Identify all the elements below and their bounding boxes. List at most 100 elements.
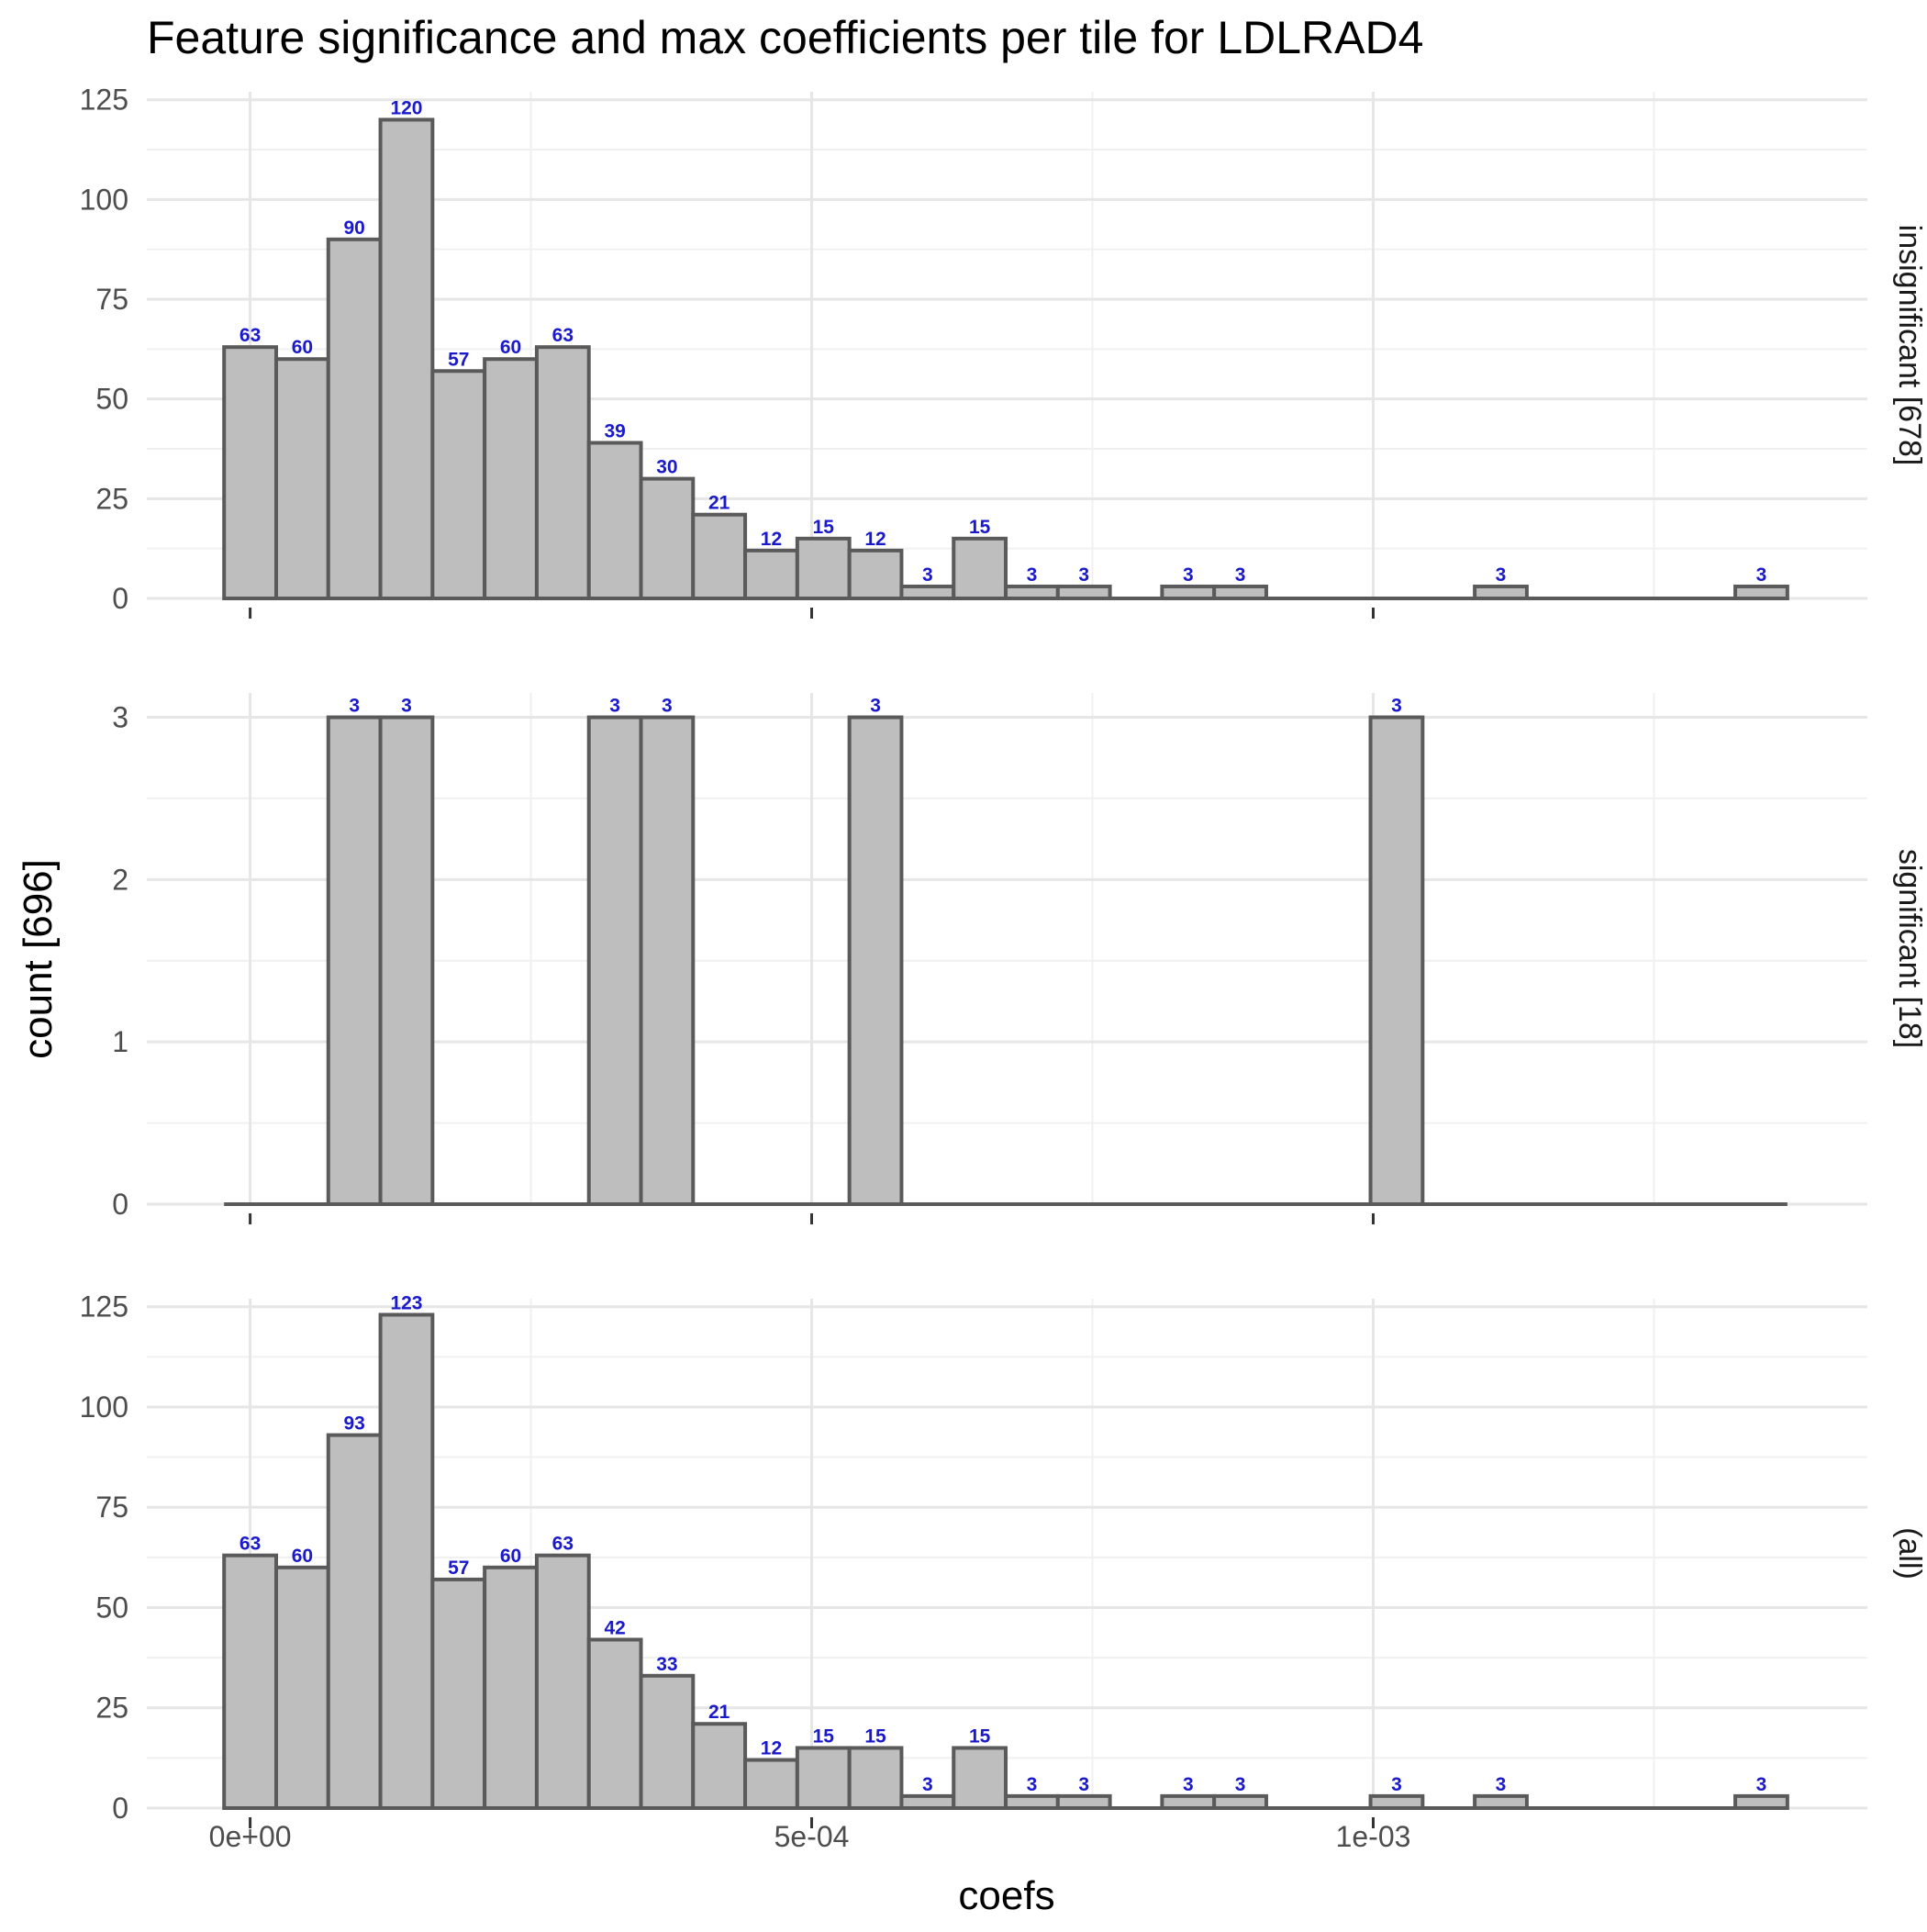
- histogram-bar: [273, 1565, 330, 1810]
- bar-count-label: 3: [870, 696, 881, 717]
- histogram-bar: [326, 1433, 383, 1810]
- bar-count-label: 3: [1756, 1774, 1767, 1795]
- bar-count-label: 63: [239, 325, 261, 346]
- histogram-bar: [1473, 584, 1529, 601]
- histogram-bar: [847, 715, 904, 1206]
- histogram-bar: [1733, 1793, 1789, 1811]
- bar-count-label: 57: [448, 349, 469, 370]
- histogram-bar: [1055, 1793, 1112, 1811]
- bar-count-label: 3: [922, 564, 933, 586]
- histogram-bar: [586, 1637, 643, 1810]
- bar-count-label: 3: [1235, 1774, 1246, 1795]
- bar-count-label: 3: [662, 696, 673, 717]
- histogram-bar: [847, 1746, 904, 1811]
- bar-count-label: 120: [390, 97, 422, 118]
- histogram-bar: [743, 1758, 799, 1811]
- bar-count-label: 3: [1756, 564, 1767, 586]
- bar-count-label: 39: [604, 420, 625, 441]
- histogram-bar: [586, 441, 643, 600]
- histogram-bar: [899, 1793, 956, 1811]
- y-tick-label: 100: [80, 1390, 128, 1424]
- bar-count-label: 15: [864, 1725, 886, 1747]
- y-axis-label: count [696]: [16, 859, 61, 1059]
- histogram-bar: [326, 715, 383, 1206]
- bar-count-label: 21: [708, 1702, 730, 1723]
- bar-count-label: 15: [969, 1725, 991, 1747]
- y-tick-label: 2: [112, 863, 128, 896]
- bar-count-label: 15: [969, 517, 991, 538]
- histogram-bar: [795, 1746, 852, 1811]
- histogram-bar: [795, 536, 852, 601]
- histogram-bar: [534, 345, 591, 600]
- bar-count-label: 3: [1391, 696, 1402, 717]
- histogram-bar: [1160, 1793, 1217, 1811]
- facets-layer: 0255075100125636090120576063393021121512…: [80, 84, 1927, 1853]
- bar-count-label: 60: [500, 1546, 521, 1567]
- bar-count-label: 93: [343, 1413, 364, 1435]
- histogram-bar: [378, 1312, 435, 1811]
- histogram-bar: [1212, 1793, 1268, 1811]
- histogram-bar: [483, 357, 539, 600]
- bar-count-label: 60: [292, 337, 313, 358]
- x-tick-label: 0e+00: [209, 1820, 292, 1853]
- histogram-bar: [1004, 1793, 1060, 1811]
- histogram-bar: [378, 715, 435, 1206]
- histogram-bar: [639, 1673, 696, 1810]
- histogram-bar: [639, 715, 696, 1206]
- facet-panel: 0 1 2 3 3 3 3 3 3 3 significant [18]: [112, 693, 1927, 1224]
- bar-count-label: 15: [813, 1725, 835, 1747]
- bar-count-label: 63: [239, 1534, 261, 1555]
- bar-count-label: 3: [609, 696, 620, 717]
- y-tick-label: 125: [80, 84, 128, 117]
- histogram-bar: [691, 1722, 748, 1811]
- x-tick-label: 1e-03: [1336, 1820, 1411, 1853]
- facet-strip-label: (all): [1892, 1527, 1927, 1580]
- histogram-bar: [899, 584, 956, 601]
- histogram-bar: [952, 1746, 1008, 1811]
- histogram-bar: [847, 548, 904, 601]
- bar-count-label: 30: [656, 457, 677, 478]
- y-tick-label: 75: [95, 283, 128, 316]
- y-tick-label: 75: [95, 1491, 128, 1524]
- histogram-bar: [430, 1577, 487, 1810]
- histogram-bar: [326, 237, 383, 600]
- bar-count-label: 3: [1027, 1774, 1038, 1795]
- y-tick-label: 25: [95, 1692, 128, 1725]
- bar-count-label: 12: [761, 529, 782, 550]
- y-tick-label: 50: [95, 1591, 128, 1624]
- y-tick-label: 0: [112, 1188, 128, 1221]
- bar-count-label: 3: [1391, 1774, 1402, 1795]
- facet-strip-label: significant [18]: [1892, 849, 1927, 1048]
- bar-count-label: 63: [552, 1534, 574, 1555]
- histogram-bar: [483, 1565, 539, 1810]
- bar-count-label: 21: [708, 493, 730, 514]
- y-tick-label: 3: [112, 701, 128, 734]
- bar-count-label: 57: [448, 1558, 469, 1579]
- y-tick-label: 125: [80, 1290, 128, 1323]
- histogram-bar: [273, 357, 330, 600]
- histogram-bar: [952, 536, 1008, 601]
- facet-strip-label: insignificant [678]: [1892, 225, 1927, 466]
- histogram-bar: [1004, 584, 1060, 601]
- x-axis-label: coefs: [958, 1873, 1054, 1918]
- bar-count-label: 42: [604, 1617, 625, 1638]
- y-tick-label: 100: [80, 183, 128, 216]
- histogram-bar: [222, 1553, 278, 1811]
- y-tick-label: 1: [112, 1025, 128, 1058]
- bar-count-label: 3: [1078, 564, 1089, 586]
- bar-count-label: 3: [1496, 564, 1507, 586]
- bar-count-label: 33: [656, 1654, 677, 1675]
- histogram-bar: [222, 345, 278, 600]
- histogram-bar: [1368, 715, 1425, 1206]
- histogram-bar: [1212, 584, 1268, 601]
- bar-count-label: 3: [1027, 564, 1038, 586]
- bar-count-label: 15: [813, 517, 835, 538]
- bar-count-label: 3: [401, 696, 412, 717]
- y-tick-label: 0: [112, 1792, 128, 1825]
- bar-count-label: 12: [761, 1738, 782, 1759]
- histogram-bar: [1160, 584, 1217, 601]
- bar-count-label: 3: [1078, 1774, 1089, 1795]
- bar-count-label: 3: [349, 696, 360, 717]
